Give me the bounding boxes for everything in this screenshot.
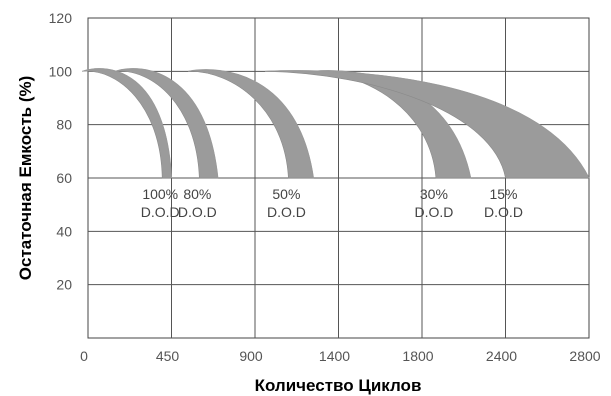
y-tick-label: 40 [56,223,72,239]
dod-label-text: D.O.D [484,204,523,220]
x-tick-label: 450 [156,348,180,364]
x-tick-label: 1800 [402,348,433,364]
x-tick-label: 900 [239,348,263,364]
y-axis-title: Остаточная Емкость (%) [16,76,35,281]
x-tick-label: 2400 [486,348,517,364]
dod-label-text: D.O.D [267,204,306,220]
x-tick-label: 1400 [319,348,350,364]
dod-band-outline-4 [265,70,590,179]
bands [82,68,590,179]
x-tick-label: 0 [80,348,88,364]
dod-labels: 100%D.O.D80%D.O.D50%D.O.D30%D.O.D15%D.O.… [141,186,523,220]
dod-label-pct: 50% [272,186,300,202]
x-tick-label: 2800 [569,348,600,364]
dod-label-text: D.O.D [178,204,217,220]
x-axis-title: Количество Циклов [255,376,422,395]
dod-label-pct: 100% [142,186,178,202]
dod-label-pct: 30% [420,186,448,202]
dod-label-pct: 15% [489,186,517,202]
tick-labels: 20 40 60 80 100 120 0 450 900 1400 1800 2400 2800 [49,10,601,364]
dod-band-outline-0 [82,68,172,179]
dod-label-pct: 80% [183,186,211,202]
y-tick-label: 80 [56,117,72,133]
y-tick-label: 60 [56,170,72,186]
y-tick-label: 20 [56,277,72,293]
y-tick-label: 120 [49,10,73,26]
dod-label-text: D.O.D [141,204,180,220]
dod-band-outline-2 [188,69,314,179]
dod-label-text: D.O.D [414,204,453,220]
y-tick-label: 100 [49,63,73,79]
dod-band-outline-1 [114,68,219,179]
